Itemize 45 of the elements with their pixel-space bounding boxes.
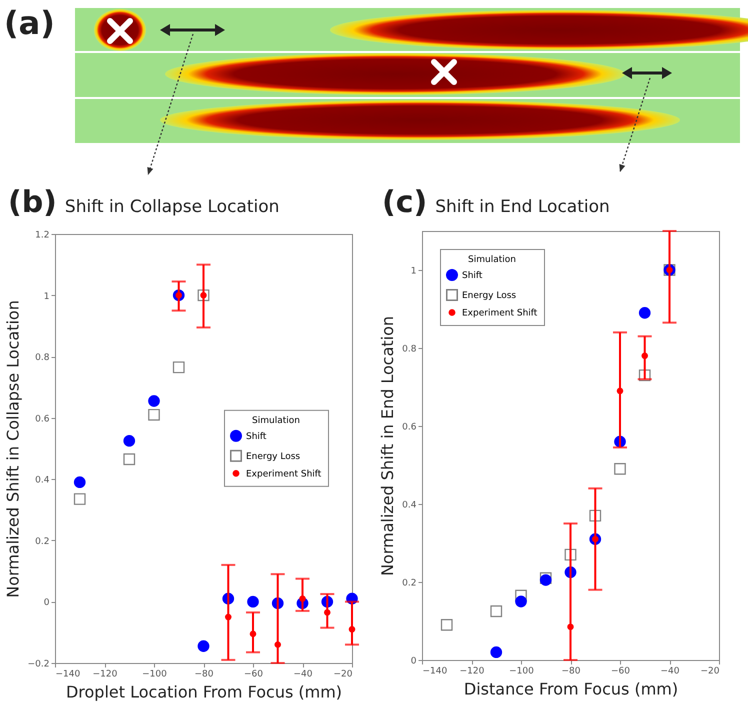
- y-tick-label: 0: [410, 656, 417, 666]
- y-tick-label: 0.2: [402, 578, 416, 588]
- y-axis-title: Normalized Shift in End Location: [378, 316, 398, 576]
- text: (a): [4, 4, 55, 42]
- legend-title: Simulation: [252, 416, 300, 426]
- x-tick-label: −140: [56, 670, 80, 680]
- legend-label: Experiment Shift: [462, 308, 538, 318]
- y-tick-label: 0.6: [35, 414, 50, 424]
- x-tick-label: −20: [334, 670, 353, 680]
- x-axis-title: Distance From Focus (mm): [464, 680, 678, 698]
- y-tick-label: 0.6: [402, 422, 417, 432]
- legend-label: Shift: [246, 432, 267, 442]
- chart-subtitle: Shift in Collapse Location: [64, 197, 280, 217]
- y-tick-label: 0.4: [402, 500, 417, 510]
- y-tick-label: 1.2: [35, 230, 50, 240]
- legend-label: Energy Loss: [246, 452, 300, 462]
- x-axis-title: Droplet Location From Focus (mm): [66, 682, 342, 702]
- x-tick-label: −120: [460, 666, 485, 676]
- chart-title: (c): [382, 185, 428, 220]
- legend-label: Shift: [462, 271, 483, 281]
- chart-title: (b): [8, 185, 57, 220]
- y-tick-label: 0: [44, 598, 50, 608]
- legend-label: Energy Loss: [462, 291, 516, 301]
- x-tick-label: −80: [562, 666, 581, 676]
- x-tick-label: −40: [294, 670, 313, 680]
- y-tick-label: 0.4: [35, 476, 50, 486]
- x-tick-label: −40: [660, 666, 680, 676]
- x-tick-label: −100: [509, 666, 534, 676]
- x-tick-label: −20: [700, 666, 720, 676]
- y-tick-label: 0.8: [402, 344, 417, 354]
- y-tick-label: −0.2: [28, 660, 50, 670]
- y-tick-label: 1: [44, 292, 50, 302]
- legend-label: Experiment Shift: [246, 469, 322, 480]
- x-tick-label: −60: [244, 670, 264, 680]
- x-tick-label: −120: [92, 670, 118, 680]
- x-tick-label: −100: [142, 670, 168, 680]
- y-tick-label: 0.2: [35, 536, 50, 547]
- chart-subtitle: Shift in End Location: [435, 197, 610, 217]
- x-tick-label: −80: [194, 670, 214, 680]
- x-tick-label: −60: [611, 666, 630, 676]
- y-tick-label: 1: [410, 266, 416, 276]
- y-axis-title: Normalized Shift in Collapse Location: [4, 300, 23, 598]
- y-tick-label: 0.8: [35, 353, 50, 364]
- legend-title: Simulation: [468, 255, 516, 265]
- x-tick-label: −140: [422, 666, 448, 676]
